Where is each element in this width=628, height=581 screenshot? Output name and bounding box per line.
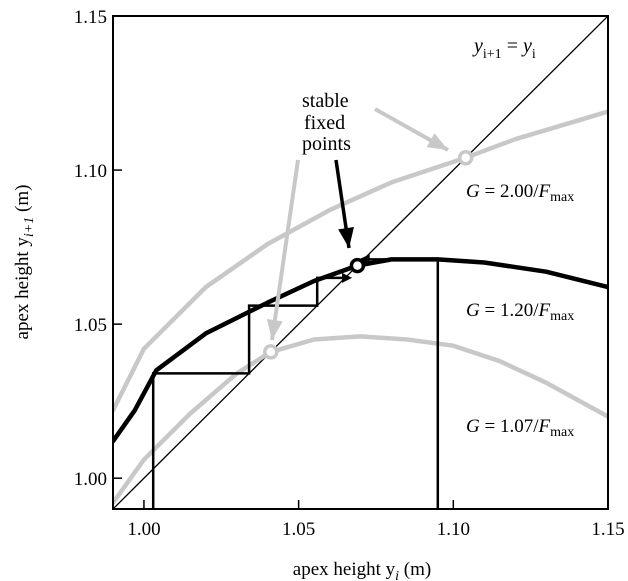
y-axis-label: apex height yi+1 (m): [12, 185, 37, 340]
y-tick-label: 1.15: [74, 7, 107, 28]
plot-frame: [112, 15, 609, 510]
stable-fixed-points-annotation: stable fixed points: [302, 90, 351, 155]
series-label-g107: G = 1.07/Fmax: [466, 416, 574, 440]
series-label-g120: G = 1.20/Fmax: [466, 300, 574, 324]
y-tick-label: 1.05: [74, 315, 107, 336]
fixed-point-g120: [349, 257, 366, 274]
cobweb-upper-arrowhead: [358, 254, 370, 265]
y-tick-label: 1.10: [74, 161, 107, 182]
series-g107-curve: [113, 334, 608, 506]
cobweb-lower-arrowhead: [342, 272, 353, 283]
x-tick-label: 1.15: [591, 519, 624, 540]
series-label-g200: G = 2.00/Fmax: [466, 181, 574, 205]
cobweb-lower-path: [151, 276, 345, 509]
x-axis-label: apex height yi (m): [293, 559, 431, 581]
tick-layer: 1.00 1.05 1.10 1.15 1.00 1.05 1.10 1.15: [74, 7, 625, 540]
x-tick-label: 1.10: [437, 519, 470, 540]
arrow-to-g107-point-head: [266, 319, 283, 340]
y-tick-label: 1.00: [74, 469, 107, 490]
arrow-to-g200-point-head: [426, 133, 448, 150]
x-tick-label: 1.05: [282, 519, 315, 540]
fixed-point-g107: [263, 344, 279, 360]
annotation-line-2: fixed: [304, 112, 345, 134]
cobweb-upper-path: [366, 258, 440, 509]
cobweb-layer: [151, 254, 440, 509]
annotation-line-1: stable: [302, 90, 349, 112]
arrow-to-g107-point: [270, 159, 300, 341]
annotation-arrows: [266, 107, 449, 341]
x-tick-label: 1.00: [127, 519, 160, 540]
plot-area: [113, 16, 608, 509]
fixed-point-layer: [263, 149, 474, 360]
fixed-point-g200: [457, 149, 474, 166]
arrow-to-g120-point-head: [338, 227, 354, 248]
annotation-line-3: points: [302, 133, 351, 155]
series-g200-curve: [113, 109, 608, 413]
identity-line-label: yi+1 = yi: [472, 35, 536, 62]
